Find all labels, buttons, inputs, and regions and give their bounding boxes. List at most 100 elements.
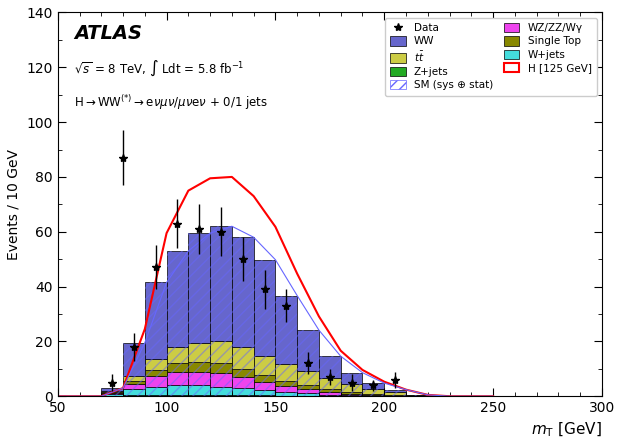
Bar bbox=[297, 330, 319, 371]
Bar bbox=[210, 373, 232, 387]
Bar bbox=[341, 373, 363, 384]
H [125 GeV] bbox=[381, 379, 388, 384]
Bar bbox=[123, 389, 145, 395]
H [125 GeV] bbox=[424, 392, 432, 397]
Bar bbox=[341, 395, 363, 396]
Line: H [125 GeV]: H [125 GeV] bbox=[58, 177, 493, 396]
Bar bbox=[319, 395, 341, 396]
H [125 GeV] bbox=[359, 367, 366, 372]
Bar bbox=[341, 392, 363, 394]
Y-axis label: Events / 10 GeV: Events / 10 GeV bbox=[7, 149, 21, 260]
Bar bbox=[188, 233, 210, 343]
Bar bbox=[232, 395, 254, 396]
Bar bbox=[210, 341, 232, 363]
Bar bbox=[145, 370, 167, 376]
H [125 GeV] bbox=[228, 174, 236, 180]
Bar bbox=[276, 296, 297, 396]
Legend: Data, WW, $t\bar{t}$, Z+jets, SM (sys ⊕ stat), WZ/ZZ/Wγ, Single Top, W+jets, H [: Data, WW, $t\bar{t}$, Z+jets, SM (sys ⊕ … bbox=[385, 18, 596, 95]
Bar bbox=[319, 392, 341, 395]
Bar bbox=[254, 375, 276, 382]
Bar bbox=[384, 390, 406, 392]
Bar bbox=[254, 260, 276, 396]
Bar bbox=[363, 383, 384, 388]
Bar bbox=[188, 395, 210, 396]
Bar bbox=[188, 385, 210, 395]
Bar bbox=[167, 363, 188, 372]
Bar bbox=[384, 390, 406, 396]
Bar bbox=[276, 296, 297, 364]
X-axis label: $m_{\mathrm{T}}$ [GeV]: $m_{\mathrm{T}}$ [GeV] bbox=[531, 421, 602, 439]
Bar bbox=[319, 356, 341, 396]
H [125 GeV] bbox=[402, 387, 410, 392]
Text: $\sqrt{s}$ = 8 TeV, $\int$ Ldt = 5.8 fb$^{-1}$: $\sqrt{s}$ = 8 TeV, $\int$ Ldt = 5.8 fb$… bbox=[74, 58, 244, 78]
Bar bbox=[276, 392, 297, 396]
Bar bbox=[384, 395, 406, 396]
Bar bbox=[254, 390, 276, 396]
Bar bbox=[145, 359, 167, 370]
Text: H$\rightarrow$WW$^{(*)}$$\rightarrow$e$\nu\mu\nu$/$\mu\nu$e$\nu$ + 0/1 jets: H$\rightarrow$WW$^{(*)}$$\rightarrow$e$\… bbox=[74, 93, 268, 112]
H [125 GeV] bbox=[468, 393, 475, 399]
Bar bbox=[276, 386, 297, 392]
Bar bbox=[254, 260, 276, 355]
Bar bbox=[384, 392, 406, 395]
Bar bbox=[123, 343, 145, 396]
Bar bbox=[210, 395, 232, 396]
Bar bbox=[188, 362, 210, 372]
H [125 GeV] bbox=[141, 326, 149, 332]
Bar bbox=[188, 233, 210, 396]
Bar bbox=[406, 395, 428, 396]
Bar bbox=[101, 393, 123, 394]
Bar bbox=[210, 226, 232, 396]
H [125 GeV] bbox=[207, 176, 214, 181]
Bar bbox=[123, 384, 145, 389]
Bar bbox=[210, 363, 232, 373]
H [125 GeV] bbox=[185, 188, 192, 193]
Bar bbox=[167, 372, 188, 385]
Bar bbox=[145, 282, 167, 359]
Bar bbox=[123, 395, 145, 396]
H [125 GeV] bbox=[294, 271, 301, 277]
Bar bbox=[101, 388, 123, 396]
H [125 GeV] bbox=[490, 393, 497, 399]
Bar bbox=[341, 373, 363, 396]
Bar bbox=[188, 343, 210, 362]
Bar bbox=[319, 378, 341, 389]
Bar bbox=[363, 388, 384, 394]
Bar bbox=[297, 393, 319, 396]
Bar bbox=[254, 355, 276, 375]
Bar bbox=[341, 394, 363, 395]
Bar bbox=[188, 372, 210, 385]
Bar bbox=[297, 389, 319, 393]
Bar bbox=[101, 394, 123, 396]
Bar bbox=[297, 385, 319, 389]
H [125 GeV] bbox=[446, 393, 453, 399]
H [125 GeV] bbox=[250, 194, 258, 199]
Bar bbox=[297, 371, 319, 385]
Bar bbox=[297, 330, 319, 396]
Bar bbox=[254, 382, 276, 390]
Bar bbox=[363, 383, 384, 396]
Bar bbox=[232, 377, 254, 388]
Bar bbox=[210, 226, 232, 341]
Bar bbox=[145, 376, 167, 387]
H [125 GeV] bbox=[490, 393, 497, 399]
Bar bbox=[145, 387, 167, 395]
Bar bbox=[167, 395, 188, 396]
Bar bbox=[101, 391, 123, 392]
Text: ATLAS: ATLAS bbox=[74, 24, 142, 43]
Bar bbox=[123, 376, 145, 381]
H [125 GeV] bbox=[315, 314, 323, 319]
Bar bbox=[167, 251, 188, 396]
Bar bbox=[167, 347, 188, 363]
Bar bbox=[341, 384, 363, 392]
Bar bbox=[232, 237, 254, 347]
H [125 GeV] bbox=[119, 385, 127, 391]
Bar bbox=[363, 395, 384, 396]
Bar bbox=[276, 364, 297, 380]
Bar bbox=[276, 380, 297, 386]
Bar bbox=[232, 237, 254, 396]
Bar bbox=[232, 347, 254, 369]
Bar bbox=[167, 385, 188, 395]
H [125 GeV] bbox=[163, 231, 170, 236]
Bar bbox=[210, 387, 232, 395]
